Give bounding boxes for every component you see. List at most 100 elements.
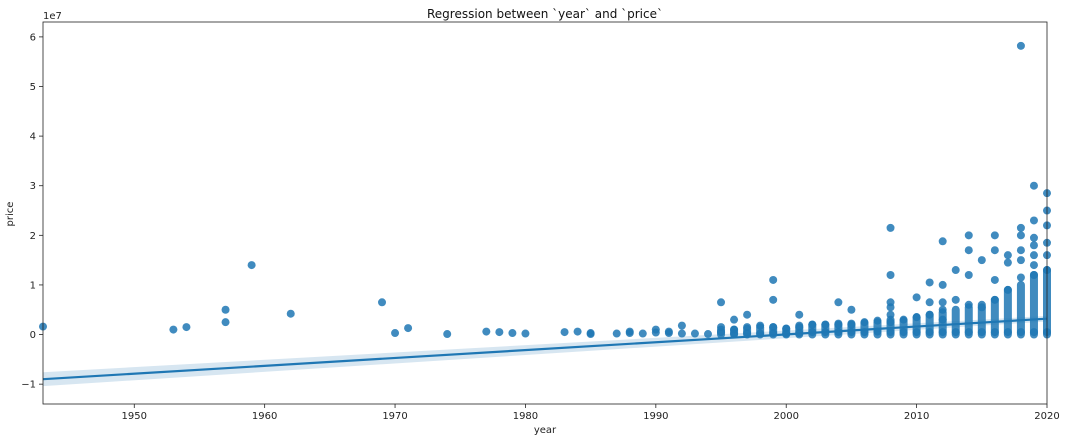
data-point xyxy=(1016,246,1025,255)
data-point xyxy=(964,231,973,240)
data-point xyxy=(964,246,973,255)
data-point xyxy=(638,329,647,338)
data-point xyxy=(717,328,726,337)
data-point xyxy=(977,328,986,337)
data-point xyxy=(886,303,895,312)
x-axis-label: year xyxy=(534,425,557,436)
data-point xyxy=(886,223,895,232)
data-point xyxy=(586,330,595,339)
data-point xyxy=(964,271,973,280)
data-point xyxy=(560,328,569,337)
data-point xyxy=(1003,328,1012,337)
data-point xyxy=(1003,285,1012,294)
data-point xyxy=(1016,328,1025,337)
y-tick-label: 4 xyxy=(30,132,36,143)
data-point xyxy=(769,323,778,332)
data-point xyxy=(834,320,843,329)
data-point xyxy=(938,328,947,337)
data-point xyxy=(886,318,895,327)
regression-line xyxy=(42,317,1048,381)
data-point xyxy=(1029,251,1038,260)
data-point xyxy=(651,328,660,337)
confidence-band xyxy=(43,315,1047,387)
plot-area xyxy=(39,41,1051,387)
data-point xyxy=(938,298,947,307)
x-tick-label: 1950 xyxy=(122,411,147,422)
data-point xyxy=(964,328,973,337)
data-point xyxy=(404,324,413,333)
data-point xyxy=(677,321,686,330)
data-point xyxy=(951,266,960,275)
data-point xyxy=(990,328,999,337)
y-tick-label: 0 xyxy=(30,330,36,341)
data-point xyxy=(912,293,921,302)
data-point xyxy=(378,298,387,307)
data-point xyxy=(1029,271,1038,280)
data-point xyxy=(912,313,921,322)
data-point xyxy=(938,315,947,324)
chart-title: Regression between `year` and `price` xyxy=(427,7,663,21)
x-tick-label: 1970 xyxy=(382,411,407,422)
data-point xyxy=(925,310,934,319)
data-point xyxy=(521,329,530,338)
data-point xyxy=(886,271,895,280)
data-point xyxy=(925,298,934,307)
data-point xyxy=(938,280,947,289)
data-point xyxy=(964,300,973,309)
data-point xyxy=(925,278,934,287)
data-point xyxy=(743,310,752,319)
data-point xyxy=(743,329,752,338)
data-point xyxy=(951,328,960,337)
data-point xyxy=(821,320,830,329)
data-point xyxy=(182,323,191,332)
data-point xyxy=(730,329,739,338)
x-tick-label: 2020 xyxy=(1034,411,1059,422)
data-point xyxy=(286,309,295,318)
data-point xyxy=(938,237,947,246)
data-point xyxy=(769,275,778,284)
data-point xyxy=(221,318,230,327)
data-point xyxy=(795,310,804,319)
data-point xyxy=(730,315,739,324)
data-point xyxy=(1016,273,1025,282)
data-point xyxy=(834,298,843,307)
x-tick-label: 1990 xyxy=(643,411,668,422)
data-point xyxy=(925,328,934,337)
y-tick-label: 6 xyxy=(30,32,36,43)
data-point xyxy=(1029,328,1038,337)
data-point xyxy=(977,256,986,265)
data-point xyxy=(756,321,765,330)
data-point xyxy=(769,295,778,304)
data-point xyxy=(990,231,999,240)
data-point xyxy=(808,320,817,329)
data-point xyxy=(899,315,908,324)
data-point xyxy=(1029,181,1038,190)
x-tick-label: 2010 xyxy=(904,411,929,422)
data-point xyxy=(990,295,999,304)
data-point xyxy=(1029,216,1038,225)
data-point xyxy=(1003,258,1012,267)
axes: 1950 1960 1970 1980 1990 2000 2010 2020 −1 0 1 2 3 4 5… xyxy=(21,21,1060,422)
x-tick-label: 1980 xyxy=(513,411,538,422)
data-point xyxy=(899,328,908,337)
data-point xyxy=(977,303,986,312)
x-tick-label: 2000 xyxy=(773,411,798,422)
data-point xyxy=(1003,251,1012,260)
data-point xyxy=(873,316,882,325)
data-point xyxy=(847,305,856,314)
y-axis-label: price xyxy=(5,202,16,227)
y-tick-label: 3 xyxy=(30,181,36,192)
data-point xyxy=(717,298,726,307)
data-point xyxy=(482,327,491,336)
data-point xyxy=(912,328,921,337)
data-point xyxy=(677,329,686,338)
plot-frame xyxy=(42,21,1048,405)
data-point xyxy=(573,327,582,336)
data-point xyxy=(990,246,999,255)
y-tick-label: 2 xyxy=(30,231,36,242)
data-point xyxy=(886,310,895,319)
y-scale-offset-label: 1e7 xyxy=(43,11,62,22)
y-tick-label: 1 xyxy=(30,280,36,291)
data-point xyxy=(443,330,452,339)
